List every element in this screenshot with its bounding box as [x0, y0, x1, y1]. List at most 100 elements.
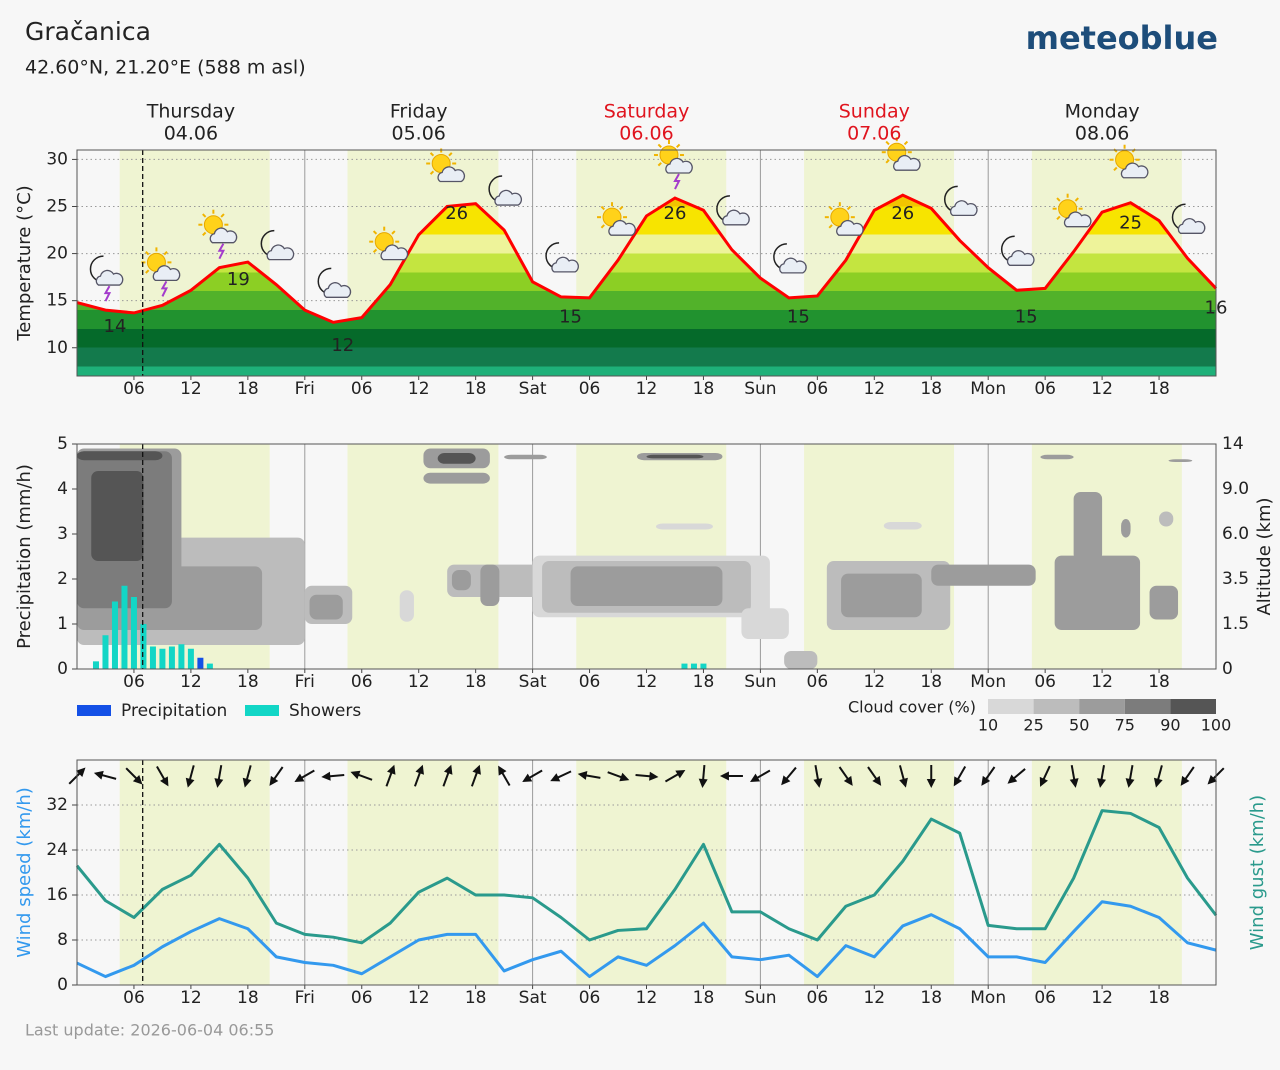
- day-date: 04.06: [164, 123, 218, 145]
- location-coordinates: 42.60°N, 21.20°E (588 m asl): [25, 57, 306, 79]
- wind-arrow: [1153, 765, 1163, 788]
- colorbar-box: [1170, 699, 1216, 714]
- arrow-head: [1039, 776, 1048, 787]
- weather-icon: [597, 202, 636, 236]
- arrow-head: [350, 770, 361, 780]
- wind-arrow: [214, 764, 224, 788]
- colorbar-box: [1079, 699, 1125, 714]
- arrow-head: [1097, 778, 1107, 788]
- y-tick-label: 0: [57, 975, 68, 995]
- wind-arrow: [156, 765, 169, 787]
- arrow-head: [294, 773, 305, 783]
- x-tick-label: 06: [579, 988, 601, 1008]
- x-tick-label: 06: [807, 988, 829, 1008]
- arrow-head: [926, 779, 936, 788]
- wind-line: [76, 900, 1217, 979]
- day-name: Saturday: [604, 101, 690, 123]
- weather-icon: [426, 148, 466, 183]
- arrow-head: [953, 776, 963, 787]
- x-tick-label: Sat: [519, 379, 547, 399]
- x-tick-label: 06: [807, 379, 829, 399]
- x-tick-label: 12: [636, 379, 658, 399]
- weather-icon: [369, 226, 409, 261]
- arrow-head: [1069, 778, 1079, 788]
- y2-tick-label: 14: [1222, 434, 1244, 454]
- x-tick-label: 06: [807, 672, 829, 692]
- sun-ray: [220, 213, 225, 218]
- arrow-head: [750, 773, 761, 782]
- y-tick-label: 25: [46, 197, 68, 217]
- weather-icon: [1000, 235, 1035, 266]
- extreme-label: 26: [664, 203, 687, 224]
- x-tick-label: Mon: [970, 672, 1006, 692]
- y-tick-label: 20: [46, 244, 68, 264]
- colorbar-tick-label: 50: [1069, 716, 1089, 735]
- weather-icon: [198, 209, 238, 260]
- arrow-head: [1207, 774, 1218, 785]
- x-tick-label: 18: [1148, 988, 1170, 1008]
- daylight: [804, 760, 955, 985]
- sun-ray: [657, 143, 662, 148]
- x-tick-label: 18: [1148, 672, 1170, 692]
- sun-ray: [903, 140, 909, 146]
- arrow-head: [899, 777, 908, 788]
- y-tick-label: 1: [57, 614, 68, 634]
- colorbar-tick-label: 10: [978, 716, 998, 735]
- colorbar-tick-label: 100: [1201, 716, 1232, 735]
- weather-icon: [824, 202, 864, 236]
- x-tick-label: 06: [579, 379, 601, 399]
- extreme-label: 26: [445, 203, 468, 224]
- wind-arrow: [1007, 768, 1026, 784]
- wind-arrow: [1097, 764, 1107, 788]
- cloud: [380, 244, 409, 261]
- cloud-cover: [423, 472, 490, 484]
- x-tick-label: 12: [863, 379, 885, 399]
- wind-arrow: [838, 766, 853, 786]
- wind-arrow: [385, 764, 396, 787]
- x-tick-label: 12: [408, 672, 430, 692]
- precip-bar: [102, 635, 109, 669]
- x-tick-label: 12: [180, 379, 202, 399]
- wind-arrow: [607, 771, 630, 782]
- y-tick-label: 3: [57, 524, 68, 544]
- x-tick-label: 18: [465, 379, 487, 399]
- y-axis-label: Temperature (°C): [14, 185, 35, 341]
- arrow-head: [577, 771, 588, 780]
- y-tick-label: 16: [46, 885, 68, 905]
- weather-icon: [89, 255, 124, 302]
- wind-arrow: [294, 769, 315, 783]
- cloud-cover: [451, 570, 471, 591]
- x-tick-label: 12: [1091, 672, 1113, 692]
- y-tick-label: 5: [57, 434, 68, 454]
- cloud: [209, 227, 238, 244]
- weather-icon: [1171, 203, 1206, 234]
- wind-arrow: [269, 766, 284, 786]
- arrow-head: [781, 775, 791, 786]
- wind-arrow: [981, 766, 996, 786]
- arrow-head: [550, 773, 561, 782]
- arrow-head: [675, 770, 686, 779]
- y2-tick-label: 3.5: [1222, 569, 1249, 589]
- x-tick-label: 18: [920, 379, 942, 399]
- wind-arrow: [550, 770, 572, 782]
- x-tick-label: Fri: [295, 672, 315, 692]
- arrow-head: [160, 776, 169, 787]
- wind-arrow: [664, 770, 686, 783]
- cloud-cover: [1168, 459, 1193, 462]
- arrow-head: [1125, 778, 1135, 788]
- x-tick-label: 06: [123, 988, 145, 1008]
- cloud: [95, 269, 124, 286]
- wind-arrow: [242, 765, 252, 788]
- x-tick-label: 06: [1034, 379, 1056, 399]
- wind-arrow: [1125, 764, 1135, 788]
- sun-ray: [372, 248, 378, 253]
- wind-arrow: [750, 769, 771, 782]
- precip-bar: [197, 657, 204, 669]
- x-tick-label: 06: [123, 379, 145, 399]
- arrow-head: [387, 764, 396, 775]
- y-tick-label: 30: [46, 149, 68, 169]
- day-name: Thursday: [146, 101, 235, 123]
- cloud-cover: [1159, 511, 1174, 527]
- cloud-cover: [741, 608, 789, 639]
